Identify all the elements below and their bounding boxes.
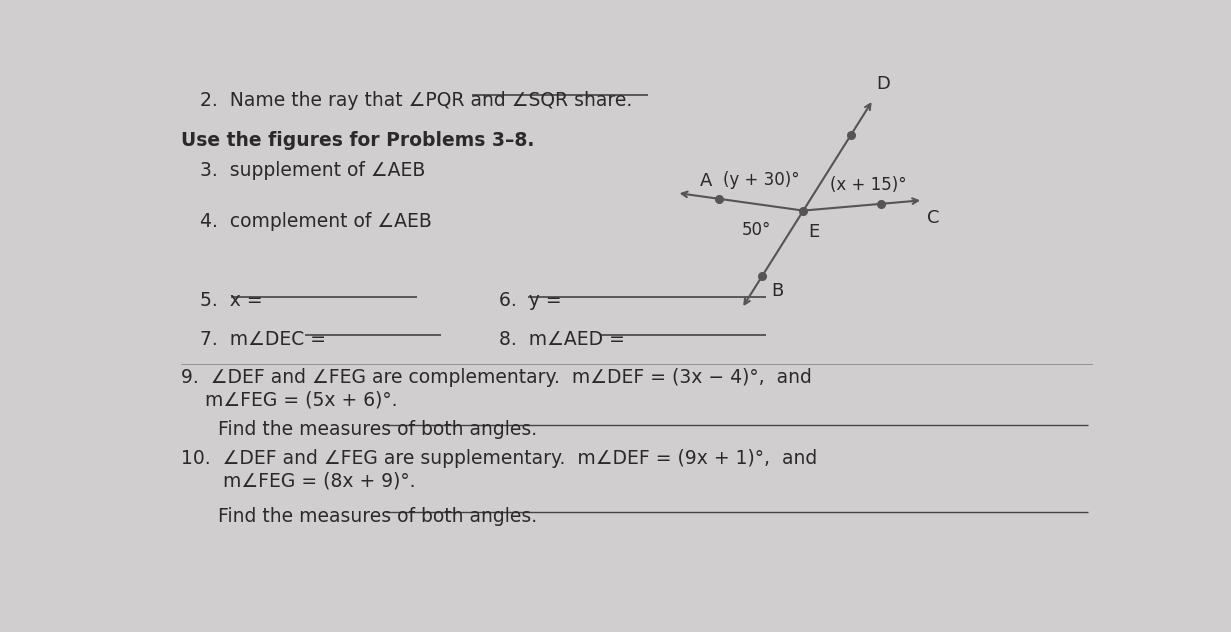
Text: Find the measures of both angles.: Find the measures of both angles. — [201, 420, 538, 439]
Text: 6.  y =: 6. y = — [499, 291, 567, 310]
Text: 9.  ∠DEF and ∠FEG are complementary.  m∠DEF = (3x − 4)°,  and: 9. ∠DEF and ∠FEG are complementary. m∠DE… — [181, 368, 812, 387]
Text: 2.  Name the ray that ∠PQR and ∠SQR share.: 2. Name the ray that ∠PQR and ∠SQR share… — [201, 91, 633, 110]
Text: (x + 15)°: (x + 15)° — [831, 176, 907, 193]
Text: Use the figures for Problems 3–8.: Use the figures for Problems 3–8. — [181, 131, 534, 150]
Text: 10.  ∠DEF and ∠FEG are supplementary.  m∠DEF = (9x + 1)°,  and: 10. ∠DEF and ∠FEG are supplementary. m∠D… — [181, 449, 817, 468]
Text: A: A — [700, 171, 713, 190]
Text: 4.  complement of ∠AEB: 4. complement of ∠AEB — [201, 212, 432, 231]
Text: m∠FEG = (5x + 6)°.: m∠FEG = (5x + 6)°. — [181, 391, 398, 410]
Text: m∠FEG = (8x + 9)°.: m∠FEG = (8x + 9)°. — [181, 471, 416, 490]
Text: Find the measures of both angles.: Find the measures of both angles. — [201, 507, 538, 526]
Text: 50°: 50° — [741, 221, 771, 240]
Text: 5.  x =: 5. x = — [201, 291, 270, 310]
Text: 3.  supplement of ∠AEB: 3. supplement of ∠AEB — [201, 161, 426, 179]
Text: 8.  m∠AED =: 8. m∠AED = — [499, 330, 630, 349]
Text: E: E — [808, 223, 819, 241]
Text: (y + 30)°: (y + 30)° — [723, 171, 799, 189]
Text: C: C — [927, 209, 939, 228]
Text: B: B — [772, 282, 784, 300]
Text: 7.  m∠DEC =: 7. m∠DEC = — [201, 330, 332, 349]
Text: D: D — [876, 75, 890, 94]
